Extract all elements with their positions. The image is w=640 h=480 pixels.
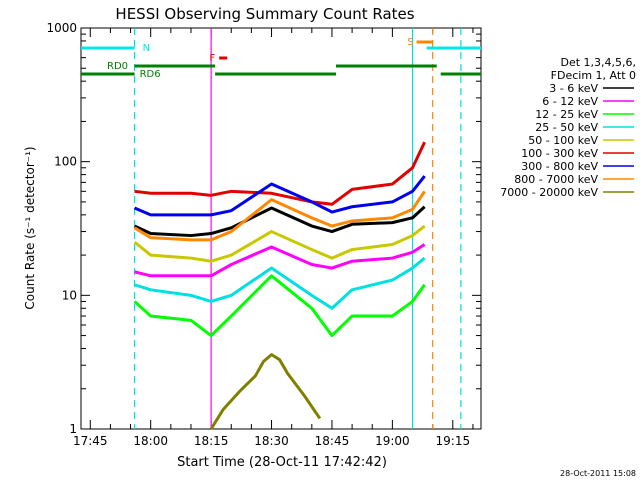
flag-label: RD6 bbox=[140, 69, 161, 80]
y-tick-label: 1 bbox=[69, 422, 77, 436]
series-line-1 bbox=[133, 205, 426, 238]
y-tick-label: 10 bbox=[62, 288, 77, 302]
footer-timestamp: 28-Oct-2011 15:08 bbox=[560, 469, 636, 478]
legend-label: 12 - 25 keV bbox=[535, 108, 598, 121]
legend-header: FDecim 1, Att 0 bbox=[551, 69, 636, 82]
series-line-6 bbox=[134, 141, 426, 206]
y-tick-label: 100 bbox=[54, 155, 77, 169]
legend-label: 100 - 300 keV bbox=[521, 147, 598, 160]
series-line-4 bbox=[134, 256, 426, 310]
legend-label: 7000 - 20000 keV bbox=[500, 186, 598, 199]
legend-label: 6 - 12 keV bbox=[542, 95, 598, 108]
series-line-7 bbox=[133, 175, 426, 217]
legend-label: 300 - 800 keV bbox=[521, 160, 598, 173]
x-tick-label: 19:15 bbox=[436, 434, 471, 448]
x-tick-label: 18:15 bbox=[194, 434, 229, 448]
flag-label: S bbox=[407, 37, 413, 48]
x-tick-label: 18:30 bbox=[254, 434, 289, 448]
series-line-5 bbox=[133, 224, 426, 263]
legend-label: 25 - 50 keV bbox=[535, 121, 598, 134]
x-tick-label: 17:45 bbox=[73, 434, 108, 448]
chart-title: HESSI Observing Summary Count Rates bbox=[115, 5, 414, 23]
flag-label: F bbox=[209, 53, 215, 64]
x-tick-label: 18:45 bbox=[315, 434, 350, 448]
x-tick-label: 19:00 bbox=[375, 434, 410, 448]
x-axis-label: Start Time (28-Oct-11 17:42:42) bbox=[177, 455, 387, 470]
y-axis-label: Count Rate (s⁻¹ detector⁻¹) bbox=[23, 146, 37, 309]
legend-label: 50 - 100 keV bbox=[528, 134, 598, 147]
series-line-3 bbox=[133, 274, 426, 338]
series-line-9 bbox=[209, 353, 322, 430]
legend-header: Det 1,3,4,5,6, bbox=[560, 56, 636, 69]
legend-label: 3 - 6 keV bbox=[549, 82, 598, 95]
series-line-2 bbox=[134, 243, 426, 278]
x-tick-label: 18:00 bbox=[133, 434, 168, 448]
legend-label: 800 - 7000 keV bbox=[514, 173, 598, 186]
series-line-8 bbox=[133, 190, 426, 242]
flag-label: RD0 bbox=[107, 61, 128, 72]
y-tick-label: 1000 bbox=[46, 21, 77, 35]
flag-label: N bbox=[143, 43, 150, 54]
plot-frame bbox=[80, 27, 482, 430]
